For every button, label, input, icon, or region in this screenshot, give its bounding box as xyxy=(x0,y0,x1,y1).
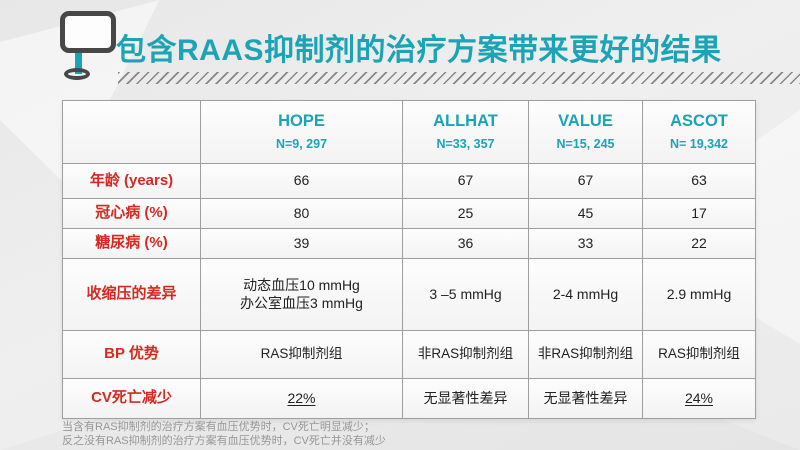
table-cell: 67 xyxy=(529,164,643,199)
table-cell: 80 xyxy=(201,199,403,229)
table-cell: 36 xyxy=(403,229,529,259)
table-cell: 17 xyxy=(643,199,756,229)
row-label-sbp-difference: 收缩压的差异 xyxy=(63,259,201,331)
column-header-allhat: ALLHAT N=33, 357 xyxy=(403,101,529,164)
trial-name: ALLHAT xyxy=(433,112,498,131)
table-cell: 非RAS抑制剂组 xyxy=(403,331,529,379)
page-title: 包含RAAS抑制剂的治疗方案带来更好的结果 xyxy=(116,34,722,67)
trial-sample-size: N=15, 245 xyxy=(556,137,615,151)
footnote-line-2: 反之没有RAS抑制剂的治疗方案有血压优势时，CV死亡并没有减少 xyxy=(62,434,386,447)
table-cell: 66 xyxy=(201,164,403,199)
row-label-diabetes: 糖尿病 (%) xyxy=(63,229,201,259)
column-header-hope: HOPE N=9, 297 xyxy=(201,101,403,164)
trial-sample-size: N=33, 357 xyxy=(436,137,495,151)
table-cell: 无显著性差异 xyxy=(529,379,643,419)
table-cell: RAS抑制剂组 xyxy=(643,331,756,379)
trial-sample-size: N= 19,342 xyxy=(669,137,729,151)
row-label-cv-death-reduction: CV死亡减少 xyxy=(63,379,201,419)
signboard-icon xyxy=(60,11,116,53)
table-cell: 2.9 mmHg xyxy=(643,259,756,331)
table-cell: 22 xyxy=(643,229,756,259)
row-label-chd: 冠心病 (%) xyxy=(63,199,201,229)
table-cell: RAS抑制剂组 xyxy=(201,331,403,379)
footnote: 当含有RAS抑制剂的治疗方案有血压优势时，CV死亡明显减少； 反之没有RAS抑制… xyxy=(62,421,386,449)
table-cell: 39 xyxy=(201,229,403,259)
trial-name: ASCOT xyxy=(670,112,728,131)
signboard-pole-icon xyxy=(75,53,82,74)
row-label-age: 年龄 (years) xyxy=(63,164,201,199)
table-cell: 33 xyxy=(529,229,643,259)
trial-sample-size: N=9, 297 xyxy=(275,137,328,151)
table-cell: 25 xyxy=(403,199,529,229)
table-cell: 24% xyxy=(643,379,756,419)
trial-name: VALUE xyxy=(558,112,613,131)
footnote-line-1: 当含有RAS抑制剂的治疗方案有血压优势时，CV死亡明显减少； xyxy=(62,421,375,433)
signboard-base-icon xyxy=(64,68,90,80)
table-cell: 67 xyxy=(403,164,529,199)
trial-name: HOPE xyxy=(278,112,325,131)
column-header-value: VALUE N=15, 245 xyxy=(529,101,643,164)
table-cell: 45 xyxy=(529,199,643,229)
table-cell: 动态血压10 mmHg 办公室血压3 mmHg xyxy=(201,259,403,331)
row-label-bp-advantage: BP 优势 xyxy=(63,331,201,379)
table-cell: 63 xyxy=(643,164,756,199)
column-header-ascot: ASCOT N= 19,342 xyxy=(643,101,756,164)
table-corner-cell xyxy=(63,101,201,164)
table-cell: 非RAS抑制剂组 xyxy=(529,331,643,379)
clinical-trials-table: HOPE N=9, 297 ALLHAT N=33, 357 VALUE N=1… xyxy=(62,100,756,419)
table-cell: 2-4 mmHg xyxy=(529,259,643,331)
table-cell: 无显著性差异 xyxy=(403,379,529,419)
hatch-divider xyxy=(118,72,800,84)
table-cell: 22% xyxy=(201,379,403,419)
table-cell: 3 –5 mmHg xyxy=(403,259,529,331)
